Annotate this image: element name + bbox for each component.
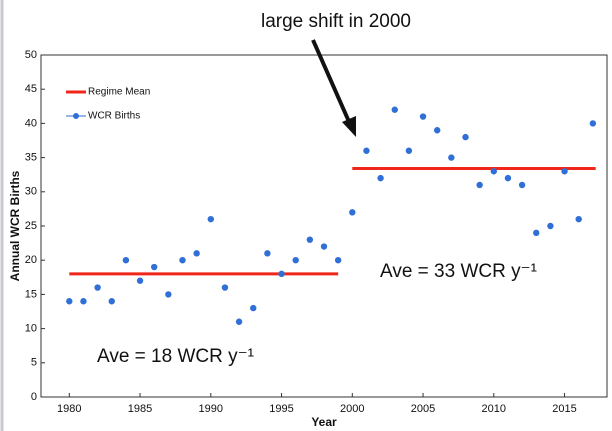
y-tick-label: 30	[25, 186, 37, 198]
data-point	[122, 257, 130, 264]
data-point	[94, 284, 101, 291]
data-point	[405, 147, 413, 154]
data-point	[80, 298, 87, 305]
data-point	[306, 236, 314, 243]
data-point	[518, 181, 526, 189]
x-tick-label: 2005	[411, 403, 435, 415]
data-point	[533, 229, 540, 237]
arrow-head	[342, 116, 356, 137]
data-point	[391, 106, 398, 113]
data-point	[278, 270, 285, 278]
data-point	[179, 257, 186, 264]
x-axis-label: Year	[311, 415, 337, 429]
data-point	[221, 284, 229, 291]
data-point	[575, 215, 582, 223]
data-point	[320, 243, 328, 250]
y-tick-label: 20	[25, 254, 37, 266]
legend-label: Regime Mean	[88, 87, 150, 98]
y-tick-label: 35	[25, 152, 37, 164]
y-tick-label: 40	[25, 117, 37, 129]
data-point	[589, 120, 597, 127]
annotation: large shift in 2000	[261, 11, 411, 32]
data-point	[349, 209, 356, 216]
data-point	[448, 154, 455, 161]
data-point	[561, 168, 568, 175]
data-point	[419, 113, 427, 120]
y-tick-label: 25	[25, 220, 37, 232]
data-point	[363, 147, 370, 154]
data-point	[235, 318, 243, 325]
data-point	[193, 250, 200, 257]
data-point	[165, 291, 172, 298]
x-tick-label: 1985	[128, 403, 152, 415]
data-point	[334, 257, 342, 264]
data-point	[462, 133, 469, 141]
x-tick-label: 1995	[269, 403, 293, 415]
x-tick-label: 2015	[552, 403, 576, 415]
data-point	[434, 127, 441, 134]
data-point	[264, 250, 271, 257]
y-tick-label: 5	[31, 357, 37, 369]
data-point	[490, 168, 497, 175]
legend-label: WCR Births	[88, 111, 140, 122]
x-tick-label: 2010	[482, 403, 506, 415]
x-tick-label: 1980	[57, 403, 81, 415]
y-tick-label: 45	[25, 83, 37, 95]
arrow-shaft	[311, 39, 352, 125]
data-point	[207, 215, 214, 223]
x-tick-label: 1990	[199, 403, 223, 415]
y-tick-label: 50	[25, 49, 37, 61]
y-tick-label: 15	[25, 288, 37, 300]
data-point	[377, 174, 384, 182]
data-point	[476, 181, 483, 189]
data-point	[504, 174, 512, 182]
data-point	[136, 277, 144, 284]
annotation: Ave = 18 WCR y⁻¹	[97, 346, 254, 367]
annotation: Ave = 33 WCR y⁻¹	[380, 261, 537, 282]
data-point	[292, 257, 299, 264]
x-tick-label: 2000	[340, 403, 364, 415]
y-axis-label: Annual WCR Births	[8, 170, 22, 281]
legend-marker	[73, 113, 79, 119]
data-point	[66, 298, 73, 305]
data-point	[108, 298, 115, 305]
y-tick-label: 0	[31, 391, 37, 403]
data-point	[151, 263, 158, 271]
y-tick-label: 10	[25, 323, 37, 335]
data-point	[250, 304, 257, 312]
data-point	[547, 222, 554, 230]
